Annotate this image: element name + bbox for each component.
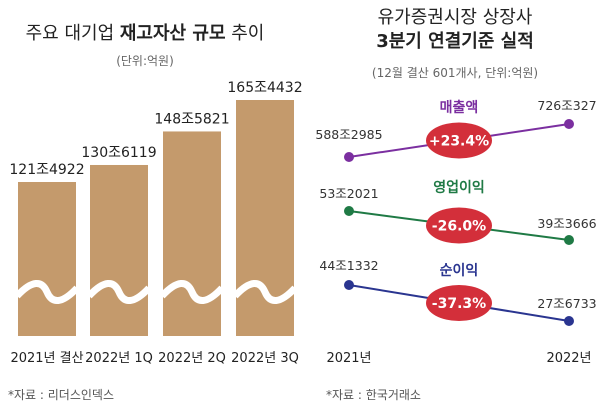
change-badge-1 [426, 207, 492, 244]
right-source-note: *자료 : 한국거래소 [326, 388, 421, 402]
bar-value-label-1: 130조6119 [81, 145, 156, 161]
series-start-label-2: 44조1332 [319, 258, 378, 273]
axis-break-wave-0 [14, 280, 80, 304]
category-label-1: 2022년 1Q [85, 351, 153, 366]
bar-1 [90, 164, 148, 336]
category-label-0: 2021년 결산 [10, 351, 83, 366]
series-point-start-2 [344, 280, 354, 290]
series-end-label-2: 27조6733 [537, 296, 596, 311]
axis-break-wave-1 [86, 280, 152, 304]
right-unit-label: (12월 결산 601개사, 단위:억원) [371, 66, 539, 80]
series-point-start-0 [344, 152, 354, 162]
change-badge-text-2: -37.3% [432, 296, 486, 312]
change-badge-text-1: -26.0% [432, 219, 486, 235]
category-label-2: 2022년 2Q [158, 351, 226, 366]
change-badge-0 [426, 122, 492, 159]
series-start-label-0: 588조2985 [315, 127, 382, 142]
bar-2 [163, 131, 221, 336]
left-title-plain: 주요 대기업 [25, 23, 120, 44]
left-chart-title: 주요 대기업 재고자산 규모 추이 [0, 22, 290, 46]
series-name-1: 영업이익 [433, 179, 485, 196]
bar-0 [18, 182, 76, 336]
left-unit-label: (단위:억원) [116, 54, 174, 68]
category-label-3: 2022년 3Q [231, 351, 299, 366]
series-point-end-0 [564, 119, 574, 129]
series-point-start-1 [344, 206, 354, 216]
series-point-end-2 [564, 316, 574, 326]
x-label-start: 2021년 [326, 351, 371, 366]
left-title-tail: 추이 [225, 23, 265, 44]
left-source-note: *자료 : 리더스인덱스 [8, 388, 114, 402]
axis-break-wave-2 [159, 280, 225, 304]
series-name-2: 순이익 [440, 262, 479, 279]
series-end-label-0: 726조327 [537, 98, 596, 113]
bar-value-label-0: 121조4922 [9, 162, 84, 178]
bar-value-label-2: 148조5821 [154, 111, 229, 127]
right-title-line1: 유가증권시장 상장사 [377, 7, 533, 28]
right-chart-title: 유가증권시장 상장사 3분기 연결기준 실적 [310, 6, 600, 54]
change-badge-text-0: +23.4% [429, 134, 489, 150]
series-name-0: 매출액 [440, 99, 479, 116]
x-label-end: 2022년 [546, 351, 591, 366]
axis-break-wave-3 [232, 280, 298, 304]
series-start-label-1: 53조2021 [319, 186, 378, 201]
right-title-line2: 3분기 연결기준 실적 [376, 31, 534, 52]
change-badge-2 [426, 285, 492, 321]
left-title-bold: 재고자산 규모 [119, 23, 226, 44]
series-end-label-1: 39조3666 [537, 216, 596, 231]
bar-value-label-3: 165조4432 [227, 80, 302, 96]
series-point-end-1 [564, 235, 574, 245]
